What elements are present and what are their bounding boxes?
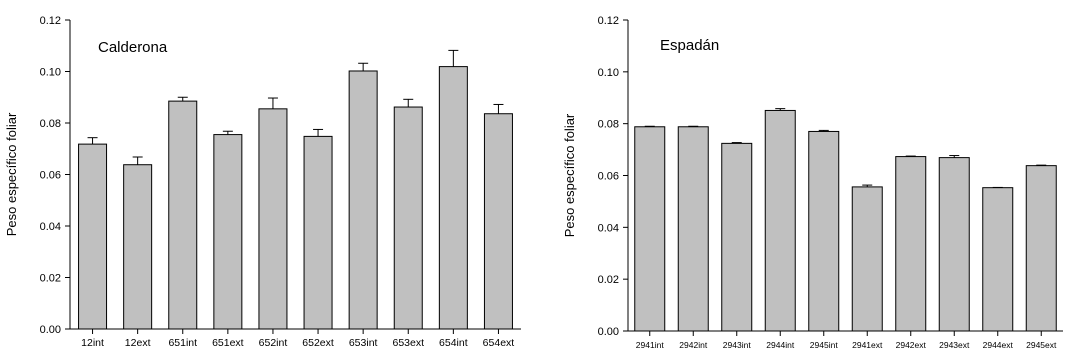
x-tick-label: 653int: [349, 337, 378, 349]
y-tick-label: 0.08: [598, 119, 619, 131]
x-tick-label: 652ext: [302, 337, 334, 349]
x-tick-label: 2942int: [679, 340, 708, 350]
y-tick-label: 0.00: [40, 324, 61, 336]
bar-2943int: [721, 142, 753, 332]
y-tick-label: 0.02: [598, 274, 619, 286]
x-tick-label: 2941int: [636, 340, 665, 350]
bar-2945ext: [1025, 165, 1057, 332]
bar-2941ext: [851, 186, 883, 332]
y-axis-label: Peso específico foliar: [4, 112, 19, 236]
bar-2943ext: [938, 157, 970, 332]
x-tick-label: 2945int: [810, 340, 839, 350]
x-tick-label: 2944int: [766, 340, 795, 350]
y-axis-label: Peso específico foliar: [562, 113, 577, 237]
bar-2945int: [808, 130, 840, 332]
x-tick-label: 654int: [439, 337, 468, 349]
x-tick-label: 654ext: [483, 337, 515, 349]
bar-12ext: [123, 164, 153, 330]
y-tick-label: 0.04: [598, 222, 619, 234]
bar-654ext: [483, 113, 513, 330]
chart-panel-2: 0.00 0.02 0.04 0.06 0.08 0.10 0.12 2941int 2942i…: [562, 15, 1063, 350]
x-tick-label: 2945ext: [1026, 340, 1057, 350]
bar-651int: [168, 100, 198, 330]
x-tick-label: 12ext: [125, 337, 151, 349]
y-tick-label: 0.02: [40, 273, 61, 285]
x-tick-label: 652int: [259, 337, 288, 349]
bar-12int: [78, 143, 108, 330]
x-tick-label: 2942ext: [896, 340, 927, 350]
y-tick-label: 0.10: [598, 67, 619, 79]
chart-panel-1: 0.00 0.02 0.04 0.06 0.08 0.10 0.12 12int 12ext 65…: [4, 15, 521, 349]
x-tick-label: 653ext: [392, 337, 424, 349]
x-tick-label: 2941ext: [852, 340, 883, 350]
bar-652ext: [303, 135, 333, 330]
bar-653ext: [393, 106, 423, 330]
bar-2942ext: [895, 156, 927, 332]
y-tick-label: 0.12: [40, 15, 61, 27]
x-tick-label: 2943ext: [939, 340, 970, 350]
y-tick-label: 0.12: [598, 15, 619, 27]
x-tick-label: 651int: [168, 337, 197, 349]
panel-annotation: Calderona: [98, 39, 168, 56]
x-tick-label: 2944ext: [983, 340, 1014, 350]
y-tick-label: 0.04: [40, 221, 61, 233]
bar-2941int: [634, 126, 666, 332]
bar-653int: [348, 70, 378, 330]
bar-2942int: [677, 126, 709, 332]
x-tick-label: 12int: [81, 337, 104, 349]
y-tick-label: 0.00: [598, 326, 619, 338]
panel-annotation: Espadán: [660, 37, 719, 54]
y-tick-label: 0.08: [40, 118, 61, 130]
y-tick-label: 0.06: [40, 170, 61, 182]
bar-2944int: [764, 109, 796, 332]
bar-652int: [258, 108, 288, 330]
bar-654int: [438, 66, 468, 330]
y-tick-label: 0.06: [598, 171, 619, 183]
x-tick-label: 2943int: [723, 340, 752, 350]
y-tick-label: 0.10: [40, 67, 61, 79]
bar-2944ext: [982, 187, 1014, 332]
bar-651ext: [213, 134, 243, 330]
x-tick-label: 651ext: [212, 337, 244, 349]
